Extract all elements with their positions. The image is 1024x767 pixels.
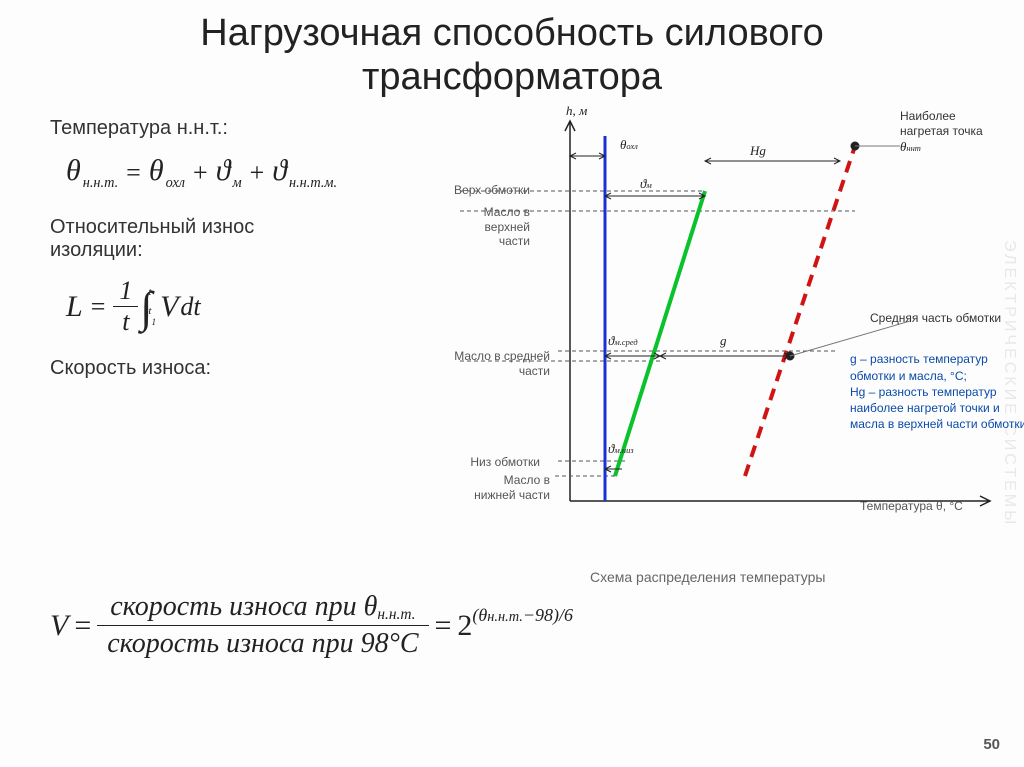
label-top-winding: Верх обмотки: [420, 183, 530, 197]
annot-Hg: Hg: [750, 143, 766, 159]
annot-vm-sred: ϑм.сред: [608, 333, 638, 349]
annot-vm-niz: ϑм.низ: [608, 441, 634, 457]
annot-g: g: [720, 333, 727, 349]
left-column: Температура н.н.т.: θн.н.т. = θохл + ϑм …: [50, 109, 410, 394]
annot-vm: ϑм: [640, 176, 652, 192]
diagram-caption: Схема распределения температуры: [590, 569, 825, 585]
label-mid-winding: Средняя часть обмотки: [870, 311, 1024, 325]
slide: Нагрузочная способность силового трансфо…: [0, 0, 1024, 767]
formula-theta-nnt: θн.н.т. = θохл + ϑм + ϑн.н.т.м.: [66, 154, 410, 188]
annot-theta-ohl: θохл: [620, 137, 638, 153]
title-line-1: Нагрузочная способность силового: [200, 12, 823, 54]
formula-L: L = 1 t ∫ t t1 Vdt: [66, 276, 410, 337]
page-number: 50: [983, 736, 1000, 753]
label-oil-bot: Масло в нижней части: [420, 473, 550, 502]
axis-x-label: Температура θ, °С: [860, 499, 1000, 513]
heading-temperature: Температура н.н.т.:: [50, 117, 410, 140]
legend: g – разность температур обмотки и масла,…: [850, 351, 1024, 432]
heading-speed: Скорость износа:: [50, 357, 410, 380]
title-line-2: трансформатора: [362, 56, 662, 98]
formula-V: V = скорость износа при θн.н.т. скорость…: [50, 589, 1024, 662]
axis-y-label: h, м: [566, 103, 587, 119]
heading-wear: Относительный износ изоляции:: [50, 216, 410, 262]
content-area: Температура н.н.т.: θн.н.т. = θохл + ϑм …: [30, 109, 994, 709]
page-title: Нагрузочная способность силового трансфо…: [30, 12, 994, 99]
label-bottom-winding: Низ обмотки: [420, 455, 540, 469]
label-oil-top: Масло в верхней части: [420, 205, 530, 248]
temperature-diagram: h, м Температура θ, °С Верх обмотки Масл…: [430, 101, 1024, 551]
label-oil-mid: Масло в средней части: [420, 349, 550, 378]
annot-theta-nnt: θннт: [900, 139, 921, 155]
label-hot-point: Наиболее нагретая точка: [900, 109, 1020, 138]
